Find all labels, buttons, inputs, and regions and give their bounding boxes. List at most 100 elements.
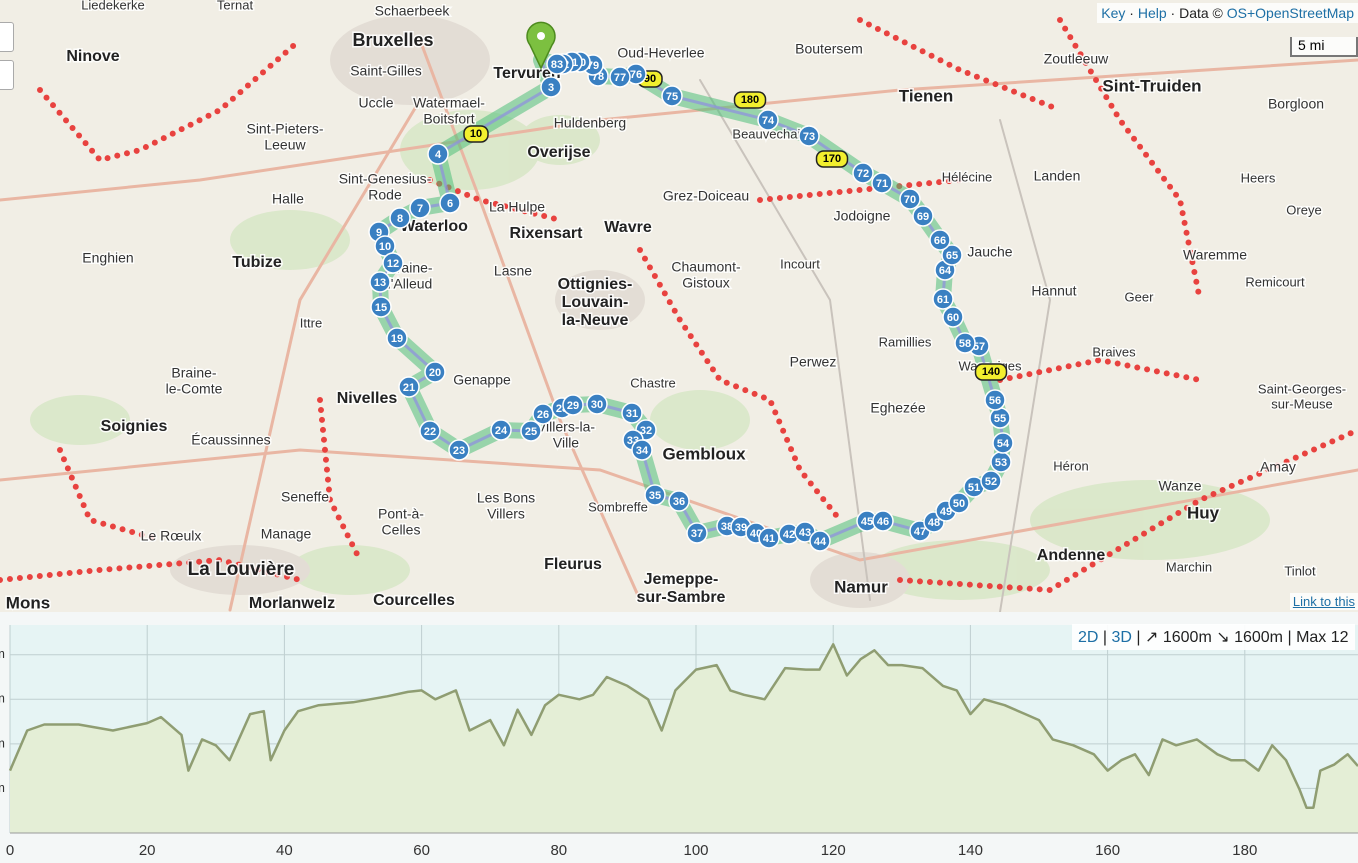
place-label: le-Comte — [166, 381, 223, 397]
waypoint[interactable] — [562, 394, 584, 416]
waypoint[interactable] — [980, 470, 1002, 492]
mode-3d[interactable]: 3D — [1111, 629, 1132, 646]
place-label: Rixensart — [510, 225, 584, 242]
map[interactable]: Liedekerke Ternat Schaerbeek Bruxelles Ninov… — [0, 0, 1358, 612]
key-link[interactable]: Key — [1101, 5, 1126, 21]
place-label: Courcelles — [373, 592, 455, 609]
place-label: Ramillies — [879, 334, 932, 349]
waypoint[interactable] — [809, 530, 831, 552]
zoom-in-button[interactable] — [0, 22, 14, 52]
place-label: Jauche — [967, 244, 1012, 260]
waypoint[interactable] — [631, 439, 653, 461]
start-pin[interactable] — [526, 21, 556, 70]
source-link[interactable]: OS+OpenStreetMap — [1226, 5, 1354, 21]
place-labels: Liedekerke Ternat Schaerbeek Bruxelles Ninov… — [4, 0, 1347, 612]
waypoint[interactable] — [798, 125, 820, 147]
place-label: Remicourt — [1245, 274, 1305, 289]
waypoint-label: 53 — [995, 457, 1007, 469]
place-label: Huy — [1187, 503, 1220, 522]
waypoint-label: 72 — [857, 168, 869, 180]
waypoint[interactable] — [758, 527, 780, 549]
place-label: Wavre — [604, 219, 652, 236]
waypoint[interactable] — [369, 271, 391, 293]
waypoint[interactable] — [586, 393, 608, 415]
waypoint-label: 77 — [614, 72, 626, 84]
place-label: Wanze — [1158, 478, 1201, 494]
waypoint[interactable] — [448, 439, 470, 461]
mode-2d[interactable]: 2D — [1078, 629, 1099, 646]
waypoint-label: 32 — [640, 425, 652, 437]
distance-marker — [463, 125, 489, 143]
waypoint-label: 3 — [548, 82, 554, 94]
waypoint[interactable] — [520, 420, 542, 442]
waypoint[interactable] — [668, 490, 690, 512]
waypoint[interactable] — [540, 76, 562, 98]
waypoint[interactable] — [948, 492, 970, 514]
waypoint[interactable] — [427, 143, 449, 165]
waypoint[interactable] — [941, 244, 963, 266]
place-label: Braine- — [171, 365, 216, 381]
waypoint[interactable] — [852, 162, 874, 184]
x-tick-label: 160 — [1095, 842, 1120, 859]
waypoint[interactable] — [932, 288, 954, 310]
waypoint-label: 29 — [567, 400, 579, 412]
elevation-stats: 2D | 3D | ↗ 1600m ↘ 1600m | Max 12 — [1072, 624, 1355, 650]
permalink[interactable]: Link to this — [1289, 593, 1358, 610]
waypoint[interactable] — [872, 510, 894, 532]
waypoint[interactable] — [912, 205, 934, 227]
waypoint[interactable] — [942, 306, 964, 328]
waypoint-label: 48 — [928, 517, 940, 529]
waypoint[interactable] — [661, 85, 683, 107]
waypoint[interactable] — [929, 229, 951, 251]
waypoint-label: 35 — [649, 490, 661, 502]
waypoint[interactable] — [546, 53, 568, 75]
waypoint-label: 51 — [968, 482, 980, 494]
waypoint[interactable] — [386, 327, 408, 349]
distance-marker — [733, 91, 767, 109]
place-label: Namur — [834, 577, 888, 596]
waypoint[interactable] — [370, 296, 392, 318]
waypoint-label: 13 — [374, 277, 386, 289]
waypoint[interactable] — [686, 522, 708, 544]
waypoint[interactable] — [409, 197, 431, 219]
waypoint[interactable] — [419, 420, 441, 442]
help-link[interactable]: Help — [1137, 5, 1167, 21]
y-tick-label: 90m — [0, 691, 5, 706]
attribution: Key · Help · Data © OS+OpenStreetMap — [1097, 3, 1358, 23]
waypoint[interactable] — [644, 484, 666, 506]
waypoint[interactable] — [424, 361, 446, 383]
place-label: Zoutleeuw — [1044, 51, 1109, 67]
waypoint[interactable] — [992, 432, 1014, 454]
waypoint-label: 7 — [417, 203, 423, 215]
waypoint-label: 36 — [673, 496, 685, 508]
place-label: Ottignies- — [558, 276, 633, 293]
waypoint[interactable] — [382, 252, 404, 274]
waypoint[interactable] — [871, 172, 893, 194]
place-label: Enghien — [82, 250, 133, 266]
waypoint[interactable] — [954, 332, 976, 354]
x-tick-label: 80 — [550, 842, 567, 859]
waypoint[interactable] — [532, 403, 554, 425]
waypoint[interactable] — [389, 207, 411, 229]
waypoint-label: 70 — [904, 194, 916, 206]
waypoint-label: 9 — [376, 227, 382, 239]
waypoint-label: 38 — [721, 521, 733, 533]
place-label: Leeuw — [264, 137, 306, 153]
distance-marker-label: 170 — [823, 153, 841, 165]
zoom-out-button[interactable] — [0, 60, 14, 90]
waypoint[interactable] — [621, 402, 643, 424]
waypoint[interactable] — [439, 192, 461, 214]
y-tick-label: 30m — [0, 780, 5, 795]
x-tick-label: 0 — [6, 842, 14, 859]
waypoint[interactable] — [398, 376, 420, 398]
waypoint[interactable] — [490, 419, 512, 441]
waypoint-label: 60 — [947, 312, 959, 324]
waypoint-label: 71 — [876, 178, 888, 190]
waypoint[interactable] — [899, 188, 921, 210]
waypoint[interactable] — [609, 66, 631, 88]
distance-marker-label: 90 — [644, 73, 656, 85]
waypoint-label: 55 — [994, 413, 1006, 425]
place-label: La Louvière — [188, 559, 295, 580]
waypoint[interactable] — [757, 109, 779, 131]
waypoint[interactable] — [984, 389, 1006, 411]
